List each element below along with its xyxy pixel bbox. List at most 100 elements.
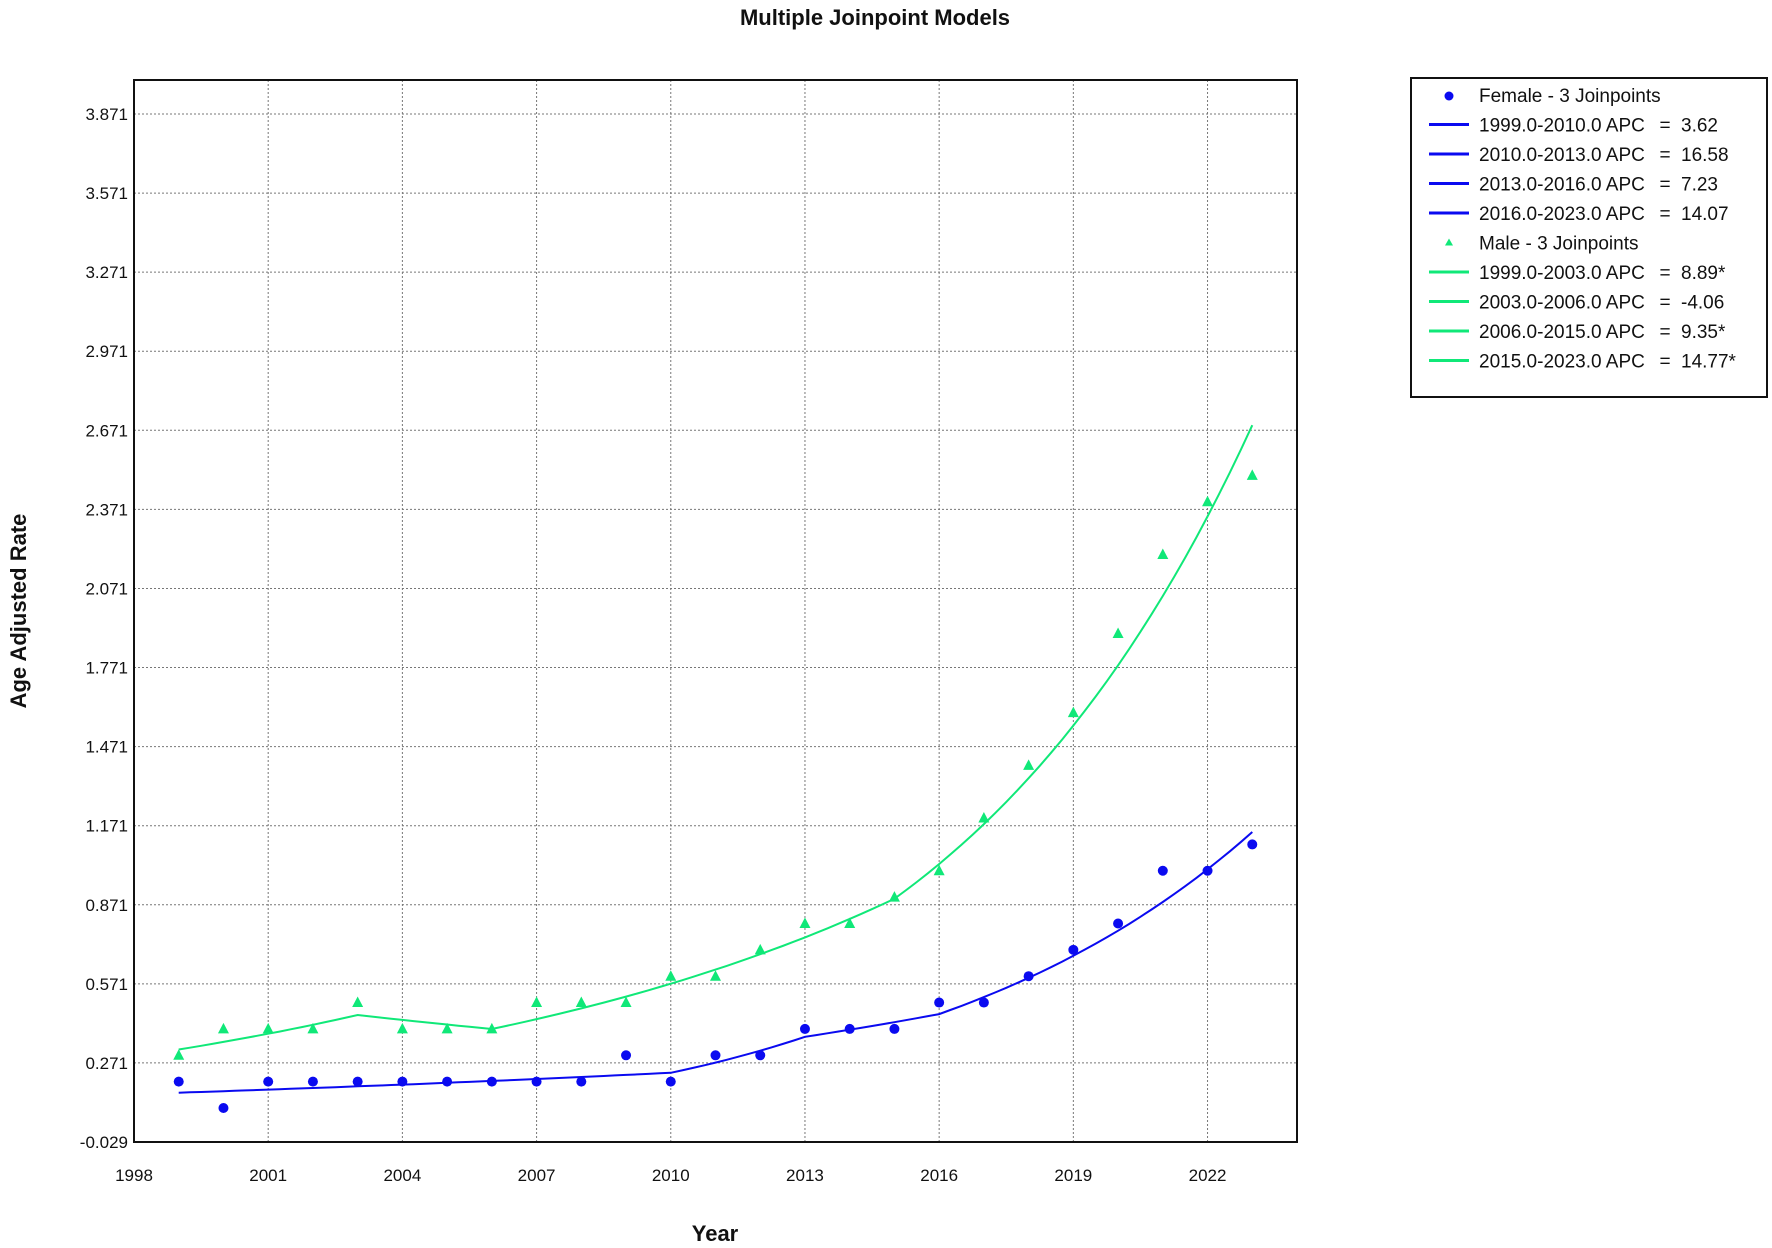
- fit-lines: [178, 424, 1254, 1094]
- plot-area-border: [133, 79, 1298, 1143]
- y-tick-label: 2.671: [85, 421, 128, 440]
- legend-apc-value: 16.58: [1681, 145, 1729, 166]
- legend-series-label: Male - 3 Joinpoints: [1479, 234, 1638, 255]
- legend-segment-label: 2010.0-2013.0 APC: [1479, 145, 1645, 166]
- male-data-point: [531, 996, 543, 1008]
- female-data-point: [397, 1076, 408, 1087]
- female-data-point: [442, 1076, 453, 1087]
- y-tick-label: 2.371: [85, 500, 128, 519]
- legend-segment-label: 2016.0-2023.0 APC: [1479, 204, 1645, 225]
- legend-series-label: Female - 3 Joinpoints: [1479, 86, 1661, 107]
- y-tick-label: 3.871: [85, 105, 128, 124]
- legend-segment-label: 2006.0-2015.0 APC: [1479, 322, 1645, 343]
- female-data-point: [755, 1050, 766, 1061]
- male-data-point: [441, 1022, 453, 1034]
- x-tick-label: 2016: [920, 1166, 958, 1185]
- male-data-point: [262, 1022, 274, 1034]
- male-data-point: [844, 917, 856, 928]
- legend-equals: =: [1659, 322, 1670, 343]
- female-data-point: [173, 1076, 184, 1087]
- x-axis-label: Year: [692, 1221, 739, 1246]
- male-data-point: [754, 943, 766, 955]
- data-points: [173, 469, 1258, 1113]
- male-data-point: [978, 812, 990, 823]
- male-data-point: [575, 996, 587, 1008]
- y-tick-label: 3.271: [85, 263, 128, 282]
- female-data-point: [486, 1076, 497, 1087]
- female-data-point: [1157, 865, 1168, 876]
- female-data-point: [218, 1102, 229, 1113]
- female-data-point: [934, 997, 945, 1008]
- legend-equals: =: [1659, 175, 1670, 196]
- male-data-point: [1023, 759, 1035, 770]
- female-data-point: [621, 1050, 632, 1061]
- male-data-point: [665, 970, 677, 981]
- female-data-point: [576, 1076, 587, 1087]
- chart-title: Multiple Joinpoint Models: [740, 5, 1010, 30]
- legend-apc-value: -4.06: [1681, 293, 1724, 314]
- female-data-point: [307, 1076, 318, 1087]
- legend-equals: =: [1659, 352, 1670, 373]
- male-data-point: [620, 996, 632, 1008]
- y-axis-label: Age Adjusted Rate: [6, 514, 31, 709]
- x-tick-label: 2007: [518, 1166, 556, 1185]
- female-data-point: [1068, 944, 1079, 955]
- x-tick-label: 1998: [115, 1166, 153, 1185]
- x-tick-label: 2010: [652, 1166, 690, 1185]
- male-data-point: [486, 1022, 498, 1034]
- y-tick-label: 2.071: [85, 579, 128, 598]
- y-tick-label: 0.271: [85, 1054, 128, 1073]
- y-tick-label: 3.571: [85, 184, 128, 203]
- y-tick-label: 0.571: [85, 975, 128, 994]
- female-data-point: [665, 1076, 676, 1087]
- legend-triangle-marker-icon: [1445, 238, 1453, 246]
- male-data-point: [352, 996, 364, 1008]
- legend-equals: =: [1659, 263, 1670, 284]
- female-data-point: [1247, 839, 1258, 850]
- legend-apc-value: 9.35*: [1681, 322, 1726, 343]
- y-tick-label: -0.029: [80, 1133, 128, 1152]
- x-tick-label: 2013: [786, 1166, 824, 1185]
- male-data-point: [1246, 469, 1258, 480]
- male-data-point: [1202, 495, 1214, 507]
- male-data-point: [173, 1049, 185, 1060]
- female-data-point: [1202, 865, 1213, 876]
- y-tick-label: 0.871: [85, 896, 128, 915]
- y-tick-label: 1.771: [85, 659, 128, 678]
- legend-equals: =: [1659, 145, 1670, 166]
- legend-segment-label: 1999.0-2003.0 APC: [1479, 263, 1645, 284]
- female-data-point: [352, 1076, 363, 1087]
- female-data-point: [1113, 918, 1124, 929]
- legend-box: [1410, 77, 1768, 398]
- male-data-point: [1067, 706, 1079, 718]
- female-data-point: [799, 1023, 810, 1034]
- female-data-point: [710, 1050, 721, 1061]
- male-data-point: [888, 891, 900, 902]
- x-tick-label: 2019: [1054, 1166, 1092, 1185]
- legend-apc-value: 7.23: [1681, 175, 1718, 196]
- legend-apc-value: 3.62: [1681, 116, 1718, 137]
- male-fit-line: [178, 424, 1254, 1051]
- female-data-point: [1023, 971, 1034, 982]
- legend-equals: =: [1659, 293, 1670, 314]
- male-data-point: [1112, 627, 1124, 639]
- female-data-point: [263, 1076, 274, 1087]
- male-data-point: [933, 864, 945, 876]
- y-tick-label: 1.171: [85, 817, 128, 836]
- male-data-point: [799, 917, 811, 928]
- legend-apc-value: 14.77*: [1681, 352, 1737, 373]
- male-data-point: [217, 1022, 229, 1034]
- female-data-point: [978, 997, 989, 1008]
- grid-lines: [134, 80, 1297, 1142]
- x-tick-label: 2022: [1189, 1166, 1227, 1185]
- y-tick-label: 1.471: [85, 738, 128, 757]
- y-tick-label: 2.971: [85, 342, 128, 361]
- male-data-point: [307, 1022, 319, 1034]
- legend-segment-label: 2015.0-2023.0 APC: [1479, 352, 1645, 373]
- legend-apc-value: 8.89*: [1681, 263, 1726, 284]
- male-data-point: [1157, 548, 1169, 559]
- female-data-point: [889, 1023, 900, 1034]
- x-tick-label: 2001: [249, 1166, 287, 1185]
- female-data-point: [531, 1076, 542, 1087]
